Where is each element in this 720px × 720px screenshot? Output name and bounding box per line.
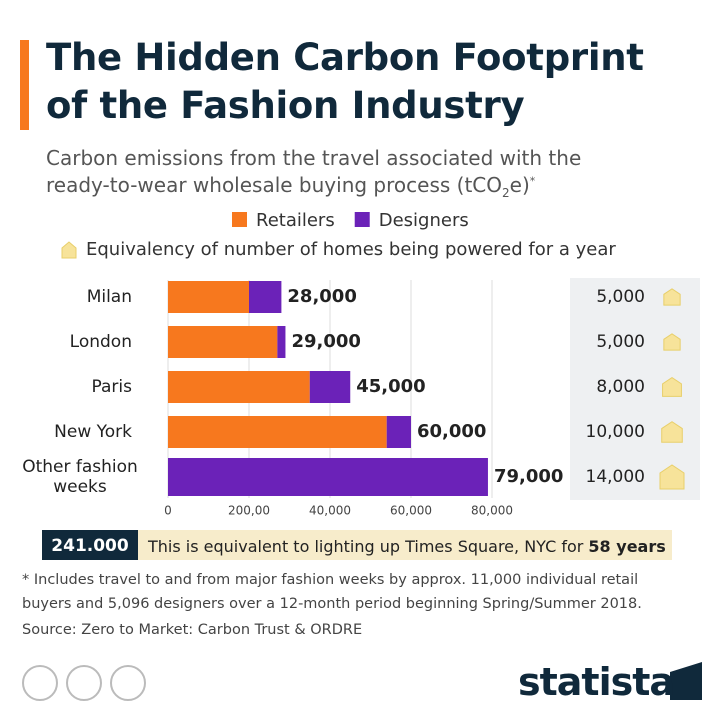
flag-stripe xyxy=(153,286,161,308)
bar-segment xyxy=(168,458,488,496)
accent-bar xyxy=(20,40,29,130)
category-label: New York xyxy=(54,422,132,442)
footnote: buyers and 5,096 designers over a 12-mon… xyxy=(22,596,642,612)
callout-badge xyxy=(42,530,138,560)
chart-title: The Hidden Carbon Footprint xyxy=(46,36,644,79)
flag-stripe xyxy=(153,376,161,398)
total-label: 79,000 xyxy=(494,466,563,487)
x-tick-label: 80,000 xyxy=(471,504,513,518)
category-label: London xyxy=(69,332,132,352)
flag-stripe xyxy=(137,421,145,443)
flag-icon xyxy=(137,331,161,353)
brand-icon xyxy=(670,662,702,700)
home-icon xyxy=(663,333,681,351)
license-icons xyxy=(22,665,146,701)
home-icon xyxy=(661,421,683,443)
bar-segment xyxy=(168,326,278,358)
flag-stripe xyxy=(137,376,145,398)
flag-stripe xyxy=(145,286,153,308)
legend-home-icon xyxy=(61,241,77,259)
bar-segment xyxy=(386,416,411,448)
homes-label: 5,000 xyxy=(596,287,645,307)
home-icon xyxy=(659,464,685,490)
legend-label: Retailers xyxy=(256,210,335,231)
flag-stripe xyxy=(153,421,161,443)
flag-icon xyxy=(137,376,161,398)
callout-box xyxy=(136,530,672,560)
callout-emphasis: 58 years xyxy=(588,537,666,556)
x-tick-label: 200,00 xyxy=(228,504,270,518)
legend-swatch xyxy=(232,212,247,227)
flag-stripe xyxy=(145,376,153,398)
flag-icon xyxy=(137,421,161,443)
category-label: Milan xyxy=(86,287,132,307)
subtitle: ready-to-wear wholesale buying process (… xyxy=(46,173,502,197)
home-icon xyxy=(663,288,681,306)
flag-stripe xyxy=(137,286,145,308)
flag-stripe xyxy=(145,421,153,443)
x-tick-label: 0 xyxy=(164,504,172,518)
subtitle: 2 xyxy=(502,186,510,200)
bar-segment xyxy=(249,281,282,313)
total-label: 28,000 xyxy=(287,286,356,307)
homes-label: 5,000 xyxy=(596,332,645,352)
bar-segment xyxy=(168,371,310,403)
bar-segment xyxy=(309,371,351,403)
callout-badge-text: 241.000 xyxy=(51,536,129,556)
category-label: Other fashion weeks xyxy=(22,457,138,497)
flag-stripe xyxy=(137,331,145,353)
homes-label: 8,000 xyxy=(596,377,645,397)
subtitle: * xyxy=(529,174,536,188)
subtitle: e) xyxy=(509,173,530,197)
source: Source: Zero to Market: Carbon Trust & O… xyxy=(22,622,363,638)
legend-swatch xyxy=(354,212,370,227)
flag-stripe xyxy=(145,331,153,353)
category-label: Paris xyxy=(91,377,132,397)
callout-text: This is equivalent to lighting up Times … xyxy=(148,537,666,556)
brand: statista xyxy=(518,660,675,704)
total-label: 29,000 xyxy=(291,331,360,352)
callout-text: This is equivalent to lighting up Times … xyxy=(148,537,584,556)
home-icon xyxy=(662,376,682,397)
flag-stripe xyxy=(153,331,161,353)
x-tick-label: 60,000 xyxy=(390,504,432,518)
chart-title: of the Fashion Industry xyxy=(46,84,525,127)
total-label: 60,000 xyxy=(417,421,486,442)
footnote: * Includes travel to and from major fash… xyxy=(22,572,639,588)
total-label: 45,000 xyxy=(356,376,425,397)
x-tick-label: 40,000 xyxy=(309,504,351,518)
subtitle: ready-to-wear wholesale buying process (… xyxy=(46,173,535,200)
bar-segment xyxy=(168,416,387,448)
flag-icon xyxy=(137,286,161,308)
bar-segment xyxy=(277,326,286,358)
homes-label: 10,000 xyxy=(586,422,645,442)
homes-label: 14,000 xyxy=(586,467,645,487)
subtitle: Carbon emissions from the travel associa… xyxy=(46,146,582,170)
legend-label: Designers xyxy=(379,210,469,231)
legend-label: Equivalency of number of homes being pow… xyxy=(86,239,616,260)
bar-segment xyxy=(168,281,249,313)
